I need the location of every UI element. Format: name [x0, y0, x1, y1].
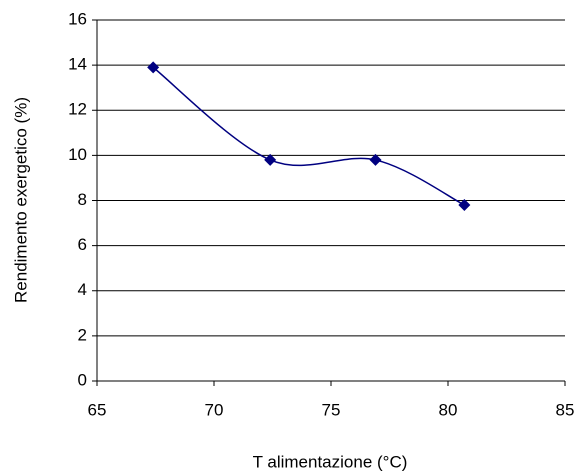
y-tick-label: 0 — [78, 370, 87, 389]
marker — [458, 199, 471, 212]
x-axis-label: T alimentazione (°C) — [253, 452, 408, 471]
y-tick-label: 14 — [68, 55, 87, 74]
y-tick-label: 6 — [78, 235, 87, 254]
x-tick-label: 80 — [439, 400, 458, 419]
y-tick-label: 10 — [68, 145, 87, 164]
y-axis-label: Rendimento exergetico (%) — [11, 97, 30, 303]
x-tick-label: 65 — [88, 400, 107, 419]
x-tick-label: 75 — [322, 400, 341, 419]
series-line — [152, 66, 465, 206]
y-tick-label: 4 — [78, 280, 87, 299]
x-tick-label: 85 — [556, 400, 575, 419]
y-tick-label: 8 — [78, 190, 87, 209]
x-tick-label: 70 — [205, 400, 224, 419]
y-tick-label: 2 — [78, 325, 87, 344]
marker — [369, 153, 382, 166]
marker — [147, 61, 160, 74]
y-tick-label: 16 — [68, 9, 87, 28]
marker — [264, 153, 277, 166]
y-tick-label: 12 — [68, 100, 87, 119]
